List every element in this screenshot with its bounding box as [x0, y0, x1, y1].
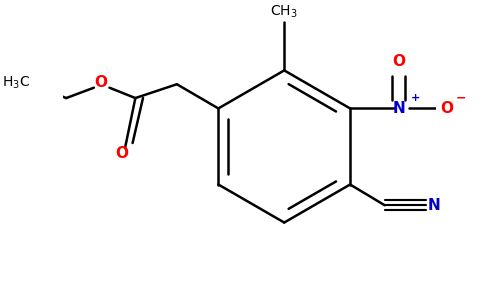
Text: N: N [428, 198, 440, 213]
Text: −: − [456, 92, 467, 105]
Text: O: O [440, 101, 454, 116]
Text: CH$_3$: CH$_3$ [271, 4, 298, 20]
Text: H$_3$C: H$_3$C [2, 74, 30, 91]
Text: O: O [392, 54, 405, 69]
Text: +: + [410, 93, 420, 103]
Text: O: O [94, 75, 107, 90]
Text: N: N [392, 101, 405, 116]
Text: O: O [115, 146, 128, 161]
